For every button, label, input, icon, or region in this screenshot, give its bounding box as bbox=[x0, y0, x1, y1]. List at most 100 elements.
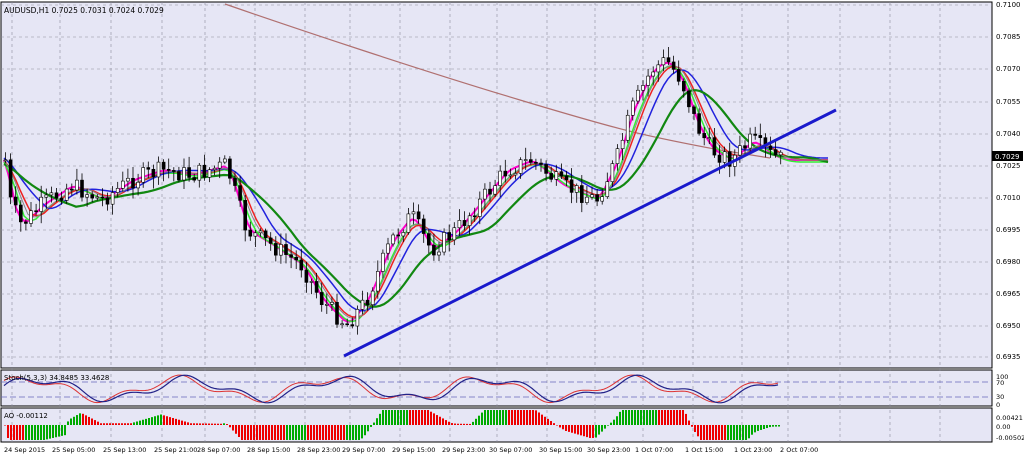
ao-bar bbox=[511, 410, 513, 425]
stochastic-lines bbox=[3, 374, 779, 404]
candle bbox=[477, 198, 482, 217]
ao-bar bbox=[718, 425, 720, 440]
ao-bar bbox=[529, 410, 531, 425]
candle bbox=[75, 179, 79, 191]
ao-bar bbox=[199, 423, 201, 425]
candle bbox=[187, 167, 191, 178]
ao-bar bbox=[637, 410, 639, 425]
candlesticks bbox=[3, 47, 783, 335]
ao-bar bbox=[76, 415, 78, 425]
ao-bar bbox=[160, 414, 162, 425]
candle bbox=[681, 81, 686, 92]
candle bbox=[319, 292, 324, 306]
candle bbox=[115, 188, 120, 193]
ao-bar bbox=[37, 425, 39, 440]
ma-blue-line bbox=[3, 69, 828, 312]
stochastic-panel[interactable] bbox=[0, 369, 993, 407]
ao-bar bbox=[310, 425, 312, 440]
candle bbox=[503, 170, 508, 177]
candle bbox=[370, 290, 375, 305]
ao-bar bbox=[229, 425, 231, 428]
ao-bar bbox=[496, 410, 498, 425]
ao-bar bbox=[391, 410, 393, 425]
ao-bar bbox=[340, 425, 342, 440]
candle bbox=[416, 211, 421, 220]
ao-bar bbox=[406, 410, 408, 425]
ao-bar bbox=[214, 423, 216, 425]
ao-bar bbox=[277, 425, 279, 440]
candle bbox=[426, 233, 431, 246]
candle bbox=[432, 244, 436, 256]
candle bbox=[156, 161, 161, 178]
ao-bar bbox=[487, 410, 489, 425]
ao-bar bbox=[460, 423, 462, 425]
ao-bar bbox=[475, 418, 477, 425]
ao-bar bbox=[646, 410, 648, 425]
trendline[interactable] bbox=[343, 108, 837, 358]
ao-bar bbox=[364, 425, 366, 436]
candle bbox=[110, 192, 115, 205]
ao-bar bbox=[169, 417, 171, 425]
ao-bar bbox=[505, 410, 507, 425]
candle bbox=[238, 185, 242, 201]
ao-bar bbox=[478, 415, 480, 425]
candle bbox=[753, 133, 758, 136]
candle bbox=[39, 196, 44, 212]
ao-bar bbox=[253, 425, 255, 440]
candle bbox=[549, 173, 554, 180]
ao-bar bbox=[589, 425, 591, 438]
ao-bar bbox=[430, 411, 432, 425]
ao-bar bbox=[217, 423, 219, 425]
ao-bar bbox=[673, 410, 675, 425]
candle bbox=[697, 113, 701, 134]
time-label: 1 Oct 07:00 bbox=[635, 446, 673, 454]
ao-bar bbox=[172, 418, 174, 425]
candle bbox=[574, 185, 579, 193]
ao-bar bbox=[739, 425, 741, 440]
ao-bar bbox=[361, 425, 363, 439]
candle bbox=[722, 151, 727, 163]
candle bbox=[70, 188, 74, 191]
ao-bar bbox=[271, 425, 273, 440]
candle bbox=[350, 324, 355, 327]
candle bbox=[437, 251, 441, 256]
candle bbox=[284, 244, 288, 255]
ao-bar bbox=[94, 420, 96, 425]
ao-histogram bbox=[4, 410, 780, 440]
symbol-header: AUDUSD,H1 0.7025 0.7031 0.7024 0.7029 bbox=[4, 6, 164, 15]
candle bbox=[330, 302, 334, 305]
candle bbox=[447, 232, 452, 241]
price-axis[interactable]: 0.7100 0.7085 0.7070 0.7055 0.7040 0.702… bbox=[996, 1, 1021, 361]
candle bbox=[401, 232, 406, 237]
price-label: 0.7100 bbox=[996, 1, 1021, 9]
ao-bar bbox=[262, 425, 264, 440]
candle bbox=[676, 69, 681, 82]
candle bbox=[768, 145, 773, 150]
ao-bar bbox=[295, 425, 297, 440]
candle bbox=[126, 177, 130, 182]
ao-bar bbox=[700, 425, 702, 440]
candle bbox=[717, 154, 722, 163]
price-label: 0.6995 bbox=[996, 226, 1021, 234]
ao-bar bbox=[709, 425, 711, 440]
ao-bar bbox=[703, 425, 705, 440]
ao-bar bbox=[196, 423, 198, 425]
ao-bar bbox=[631, 410, 633, 425]
candle bbox=[559, 171, 564, 177]
ao-bar bbox=[313, 425, 315, 440]
ao-bar bbox=[127, 423, 129, 425]
time-label: 1 Oct 23:00 bbox=[734, 446, 772, 454]
ao-bar bbox=[325, 425, 327, 440]
ao-bar bbox=[19, 425, 21, 440]
ao-bar bbox=[376, 418, 378, 425]
ao-bar bbox=[124, 423, 126, 425]
ao-bar bbox=[358, 425, 360, 440]
ao-bar bbox=[751, 425, 753, 435]
candle bbox=[253, 232, 258, 237]
time-axis[interactable]: 24 Sep 2015 25 Sep 05:00 25 Sep 13:00 25… bbox=[4, 446, 818, 454]
candle bbox=[100, 196, 105, 199]
ao-bar bbox=[25, 425, 27, 440]
time-label: 30 Sep 15:00 bbox=[539, 446, 582, 454]
